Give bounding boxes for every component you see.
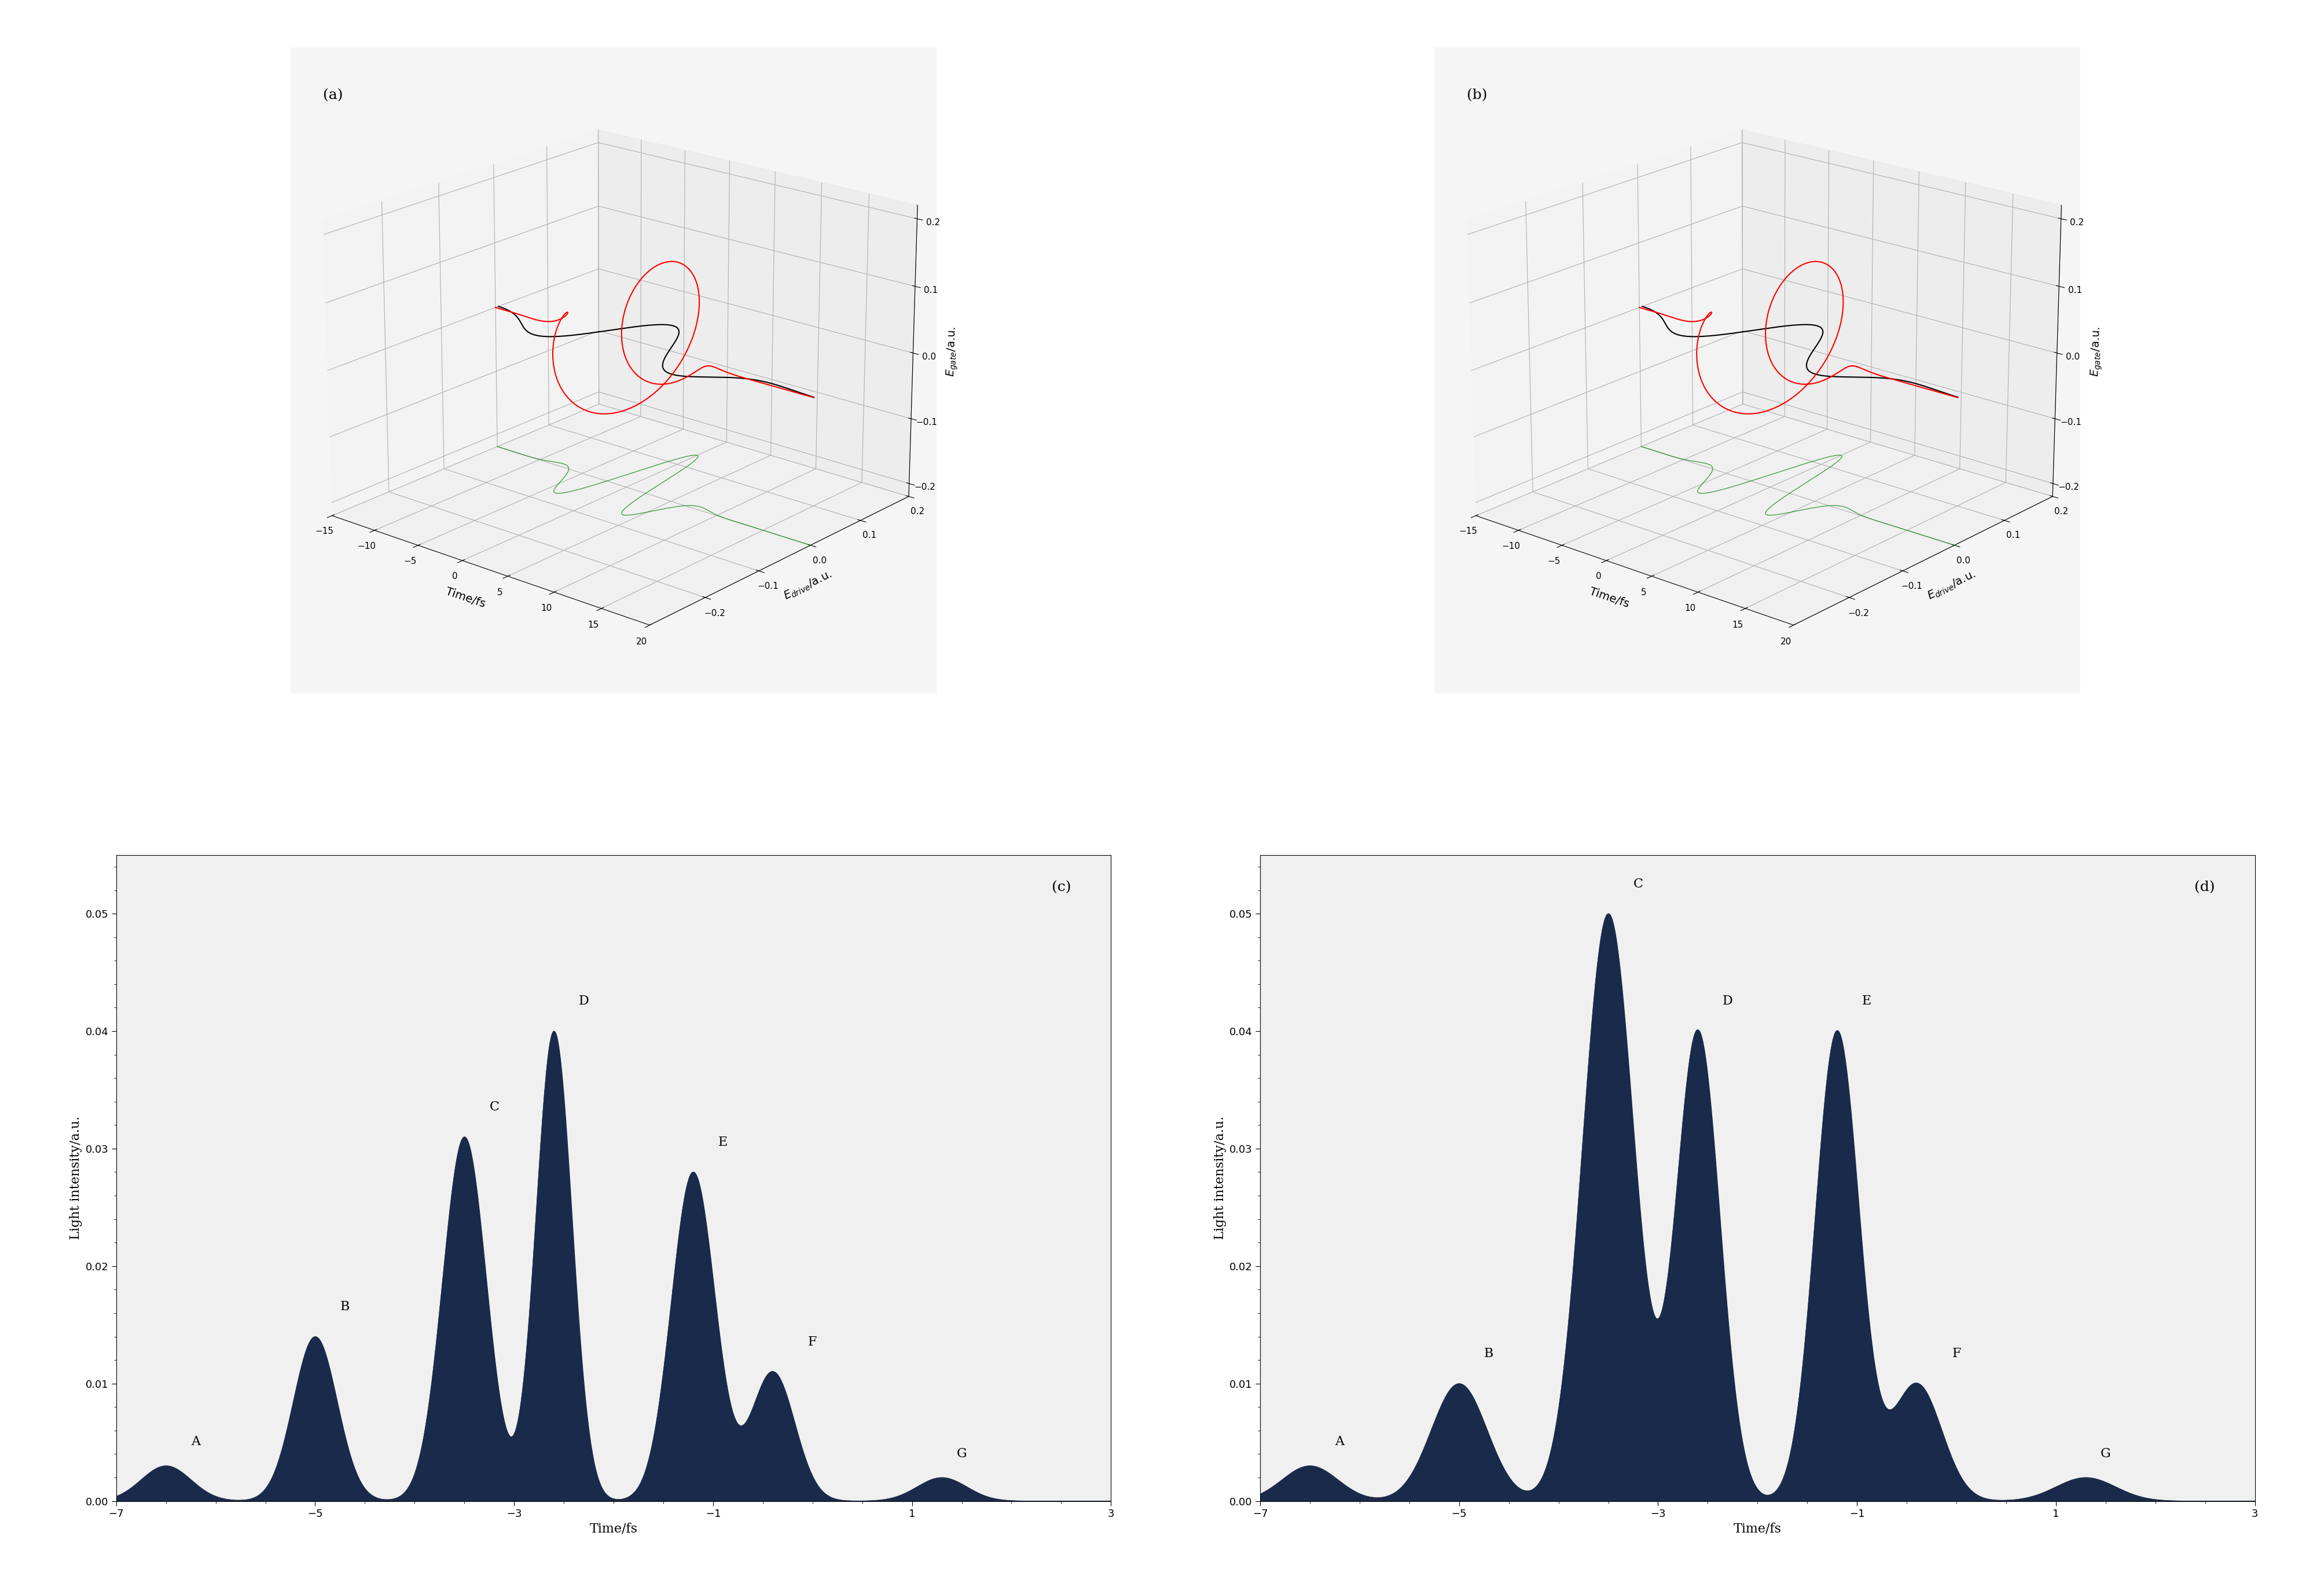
Text: G: G — [957, 1447, 967, 1460]
Text: F: F — [1952, 1348, 1961, 1360]
Y-axis label: $E_{drive}$/a.u.: $E_{drive}$/a.u. — [1924, 569, 1978, 604]
Y-axis label: Light intensity/a.u.: Light intensity/a.u. — [70, 1115, 81, 1240]
Text: D: D — [579, 995, 588, 1008]
Text: A: A — [191, 1435, 200, 1449]
Text: G: G — [2101, 1447, 2110, 1460]
Text: C: C — [488, 1101, 500, 1114]
X-axis label: Time/fs: Time/fs — [1587, 586, 1629, 610]
Text: E: E — [718, 1136, 727, 1149]
Y-axis label: Light intensity/a.u.: Light intensity/a.u. — [1213, 1115, 1227, 1240]
Text: D: D — [1722, 995, 1731, 1008]
X-axis label: Time/fs: Time/fs — [1734, 1522, 1780, 1536]
Text: F: F — [809, 1335, 816, 1348]
X-axis label: Time/fs: Time/fs — [590, 1522, 637, 1536]
Text: (d): (d) — [2194, 880, 2215, 894]
Text: (a): (a) — [323, 88, 344, 103]
Text: C: C — [1634, 877, 1643, 890]
Text: (c): (c) — [1050, 880, 1071, 894]
X-axis label: Time/fs: Time/fs — [444, 586, 486, 610]
Text: A: A — [1334, 1435, 1343, 1449]
Y-axis label: $E_{drive}$/a.u.: $E_{drive}$/a.u. — [781, 569, 834, 604]
Text: B: B — [1483, 1348, 1494, 1360]
Text: E: E — [1862, 995, 1871, 1008]
Text: (b): (b) — [1466, 88, 1487, 103]
Text: B: B — [339, 1300, 349, 1313]
